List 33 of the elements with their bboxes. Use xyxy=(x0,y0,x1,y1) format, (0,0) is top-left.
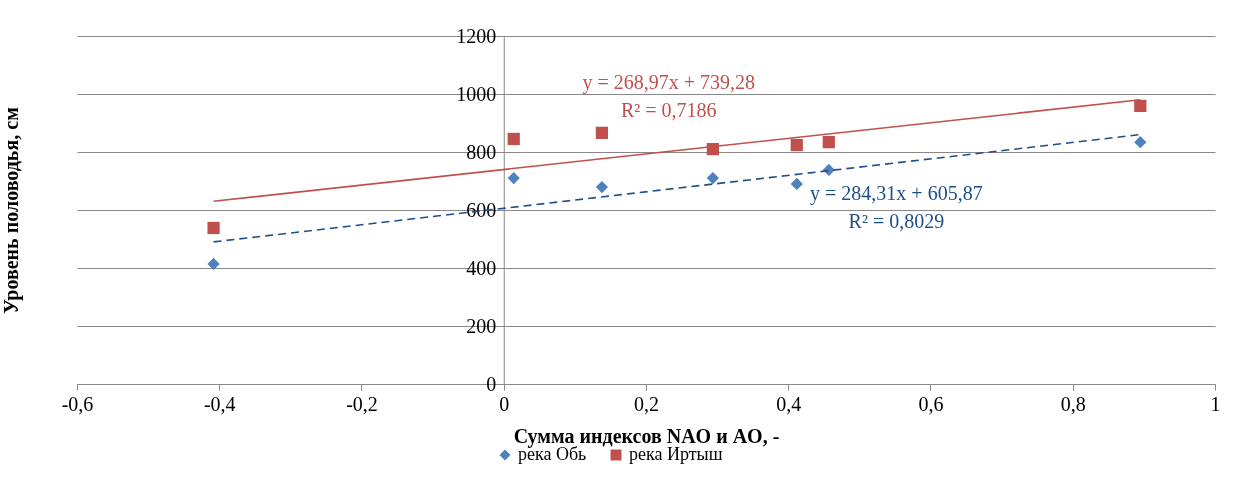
point xyxy=(595,180,609,194)
y-tick-label: 1000 xyxy=(456,82,497,105)
point xyxy=(790,177,803,191)
y-tick-label: 400 xyxy=(466,256,497,279)
point xyxy=(1134,136,1147,149)
y-tick-label: 600 xyxy=(466,198,497,221)
y-tick-label: 0 xyxy=(486,372,497,395)
point xyxy=(207,257,220,271)
y-tick-label: 200 xyxy=(466,314,497,337)
point xyxy=(790,138,803,152)
x-tick-label: 0,2 xyxy=(634,392,659,415)
x-tick-label: -0,6 xyxy=(61,392,94,415)
point xyxy=(507,171,520,185)
point xyxy=(207,221,220,235)
y-tick-label: 1200 xyxy=(456,24,497,47)
x-tick-label: 0,8 xyxy=(1060,392,1086,415)
annotation: R² = 0,8029 xyxy=(848,210,945,233)
point xyxy=(507,132,520,146)
x-tick-label: 0,4 xyxy=(776,392,802,415)
point xyxy=(822,136,835,149)
x-tick-label: 1 xyxy=(1210,392,1221,415)
annotation: y = 284,31x + 605,87 xyxy=(810,182,983,206)
point xyxy=(1134,99,1147,113)
x-tick-label: -0,4 xyxy=(203,392,236,415)
point xyxy=(595,126,609,139)
annotation: R² = 0,7186 xyxy=(620,98,717,121)
annotation: y = 268,97x + 739,28 xyxy=(582,70,756,94)
point xyxy=(706,171,719,185)
x-tick-label: -0,2 xyxy=(346,392,378,415)
x-tick-label: 0,6 xyxy=(918,392,944,415)
y-axis-title: Уровень половодья, см xyxy=(0,107,23,314)
y-tick-label: 800 xyxy=(466,140,497,163)
legend-label: река Иртыш xyxy=(629,444,723,464)
